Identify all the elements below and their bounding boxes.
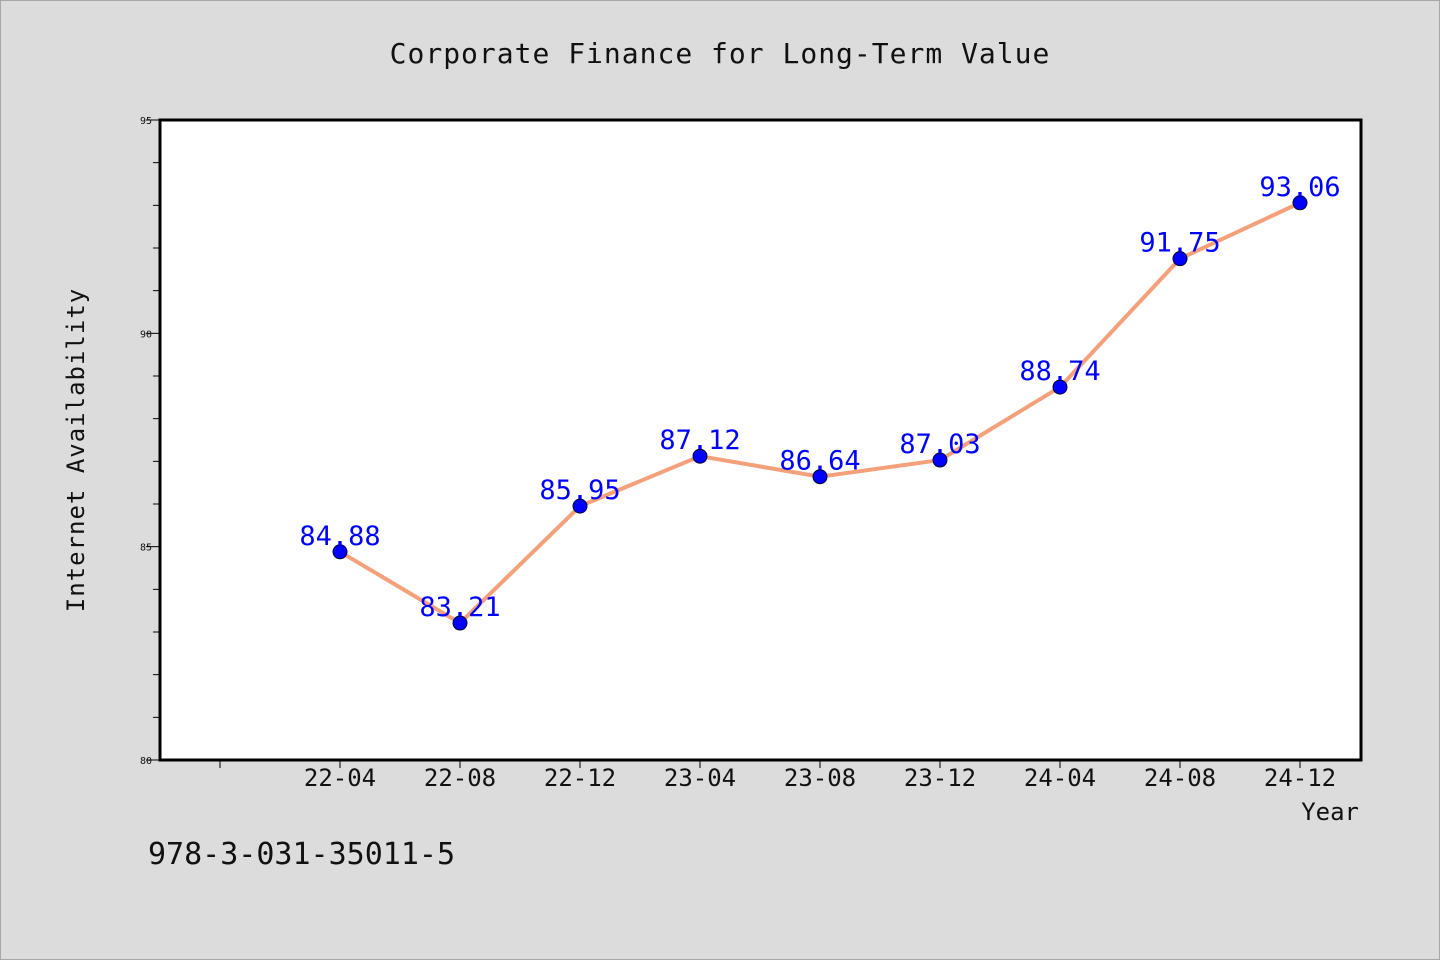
footer-code: 978-3-031-35011-5: [148, 837, 455, 872]
data-point: [1172, 251, 1188, 267]
x-tick-label: 24-08: [1144, 764, 1216, 792]
data-label: 87.12: [659, 425, 740, 456]
y-tick-label: 85: [140, 543, 152, 554]
data-point: [932, 452, 948, 468]
data-label: 84.88: [299, 521, 380, 552]
x-tick-label: 23-08: [784, 764, 856, 792]
data-markers: [332, 195, 1308, 631]
x-tick-label: 24-04: [1024, 764, 1096, 792]
y-tick-label: 80: [140, 756, 152, 767]
y-tick-label: 90: [140, 329, 152, 340]
y-tick-label: 95: [140, 116, 152, 127]
data-label: 85.95: [539, 475, 620, 506]
data-point: [572, 498, 588, 514]
y-axis: 80 85 90 95: [140, 116, 160, 767]
x-tick-label: 22-04: [304, 764, 376, 792]
data-labels: 84.88 83.21 85.95 87.12 86.64 87.03 88.74 91.75…: [299, 172, 1340, 623]
x-axis-label: Year: [1301, 798, 1359, 826]
x-tick-label: 24-12: [1264, 764, 1336, 792]
x-tick-label: 22-12: [544, 764, 616, 792]
x-axis: 22-04 22-08 22-12 23-04 23-08 23-12 24-04 24-08…: [219, 760, 1336, 792]
x-tick-label: 23-04: [664, 764, 736, 792]
chart-title: Corporate Finance for Long-Term Value: [390, 37, 1051, 70]
data-point: [692, 448, 708, 464]
data-point: [332, 544, 348, 560]
y-axis-label: Internet Availability: [62, 288, 90, 612]
data-point: [812, 469, 828, 485]
data-point: [1292, 195, 1308, 211]
x-tick-label: 23-12: [904, 764, 976, 792]
data-point: [1052, 379, 1068, 395]
data-label: 87.03: [899, 429, 980, 460]
data-label: 88.74: [1019, 356, 1100, 387]
data-point: [452, 615, 468, 631]
data-label: 93.06: [1259, 172, 1340, 203]
data-label: 91.75: [1139, 228, 1220, 259]
data-label: 83.21: [419, 592, 500, 623]
x-tick-label: 22-08: [424, 764, 496, 792]
data-label: 86.64: [779, 446, 860, 477]
plot-area: [158, 118, 1363, 762]
